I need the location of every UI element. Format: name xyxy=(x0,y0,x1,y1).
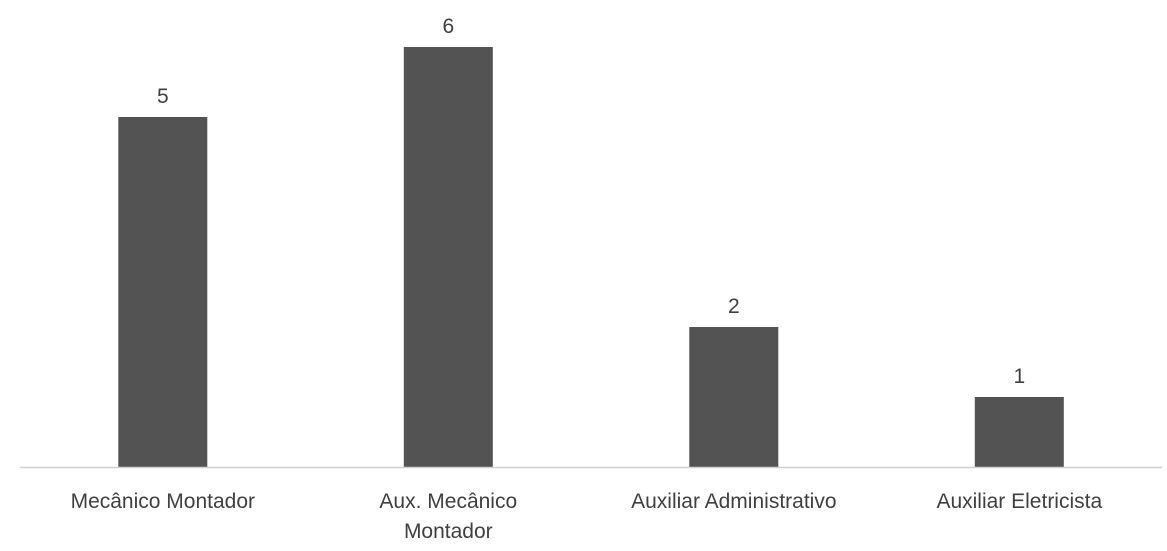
bar xyxy=(689,327,779,467)
x-tick-label: Auxiliar Eletricista xyxy=(936,490,1102,513)
bar xyxy=(403,47,493,467)
x-tick-labels-layer: Mecânico Montador Aux. Mecânico Montador Au… xyxy=(71,490,1103,543)
data-labels-layer: 5 6 2 1 xyxy=(157,15,1025,388)
x-tick-label: Auxiliar Administrativo xyxy=(631,490,836,513)
x-tick-label: Aux. Mecânico xyxy=(379,490,517,513)
bar xyxy=(118,117,208,467)
x-tick-label: Montador xyxy=(404,520,493,543)
data-label: 5 xyxy=(157,85,169,108)
data-label: 6 xyxy=(442,15,454,38)
bar xyxy=(974,397,1064,467)
data-label: 2 xyxy=(728,295,740,318)
x-tick-label: Mecânico Montador xyxy=(71,490,255,513)
bars-layer xyxy=(118,47,1064,467)
data-label: 1 xyxy=(1013,365,1025,388)
